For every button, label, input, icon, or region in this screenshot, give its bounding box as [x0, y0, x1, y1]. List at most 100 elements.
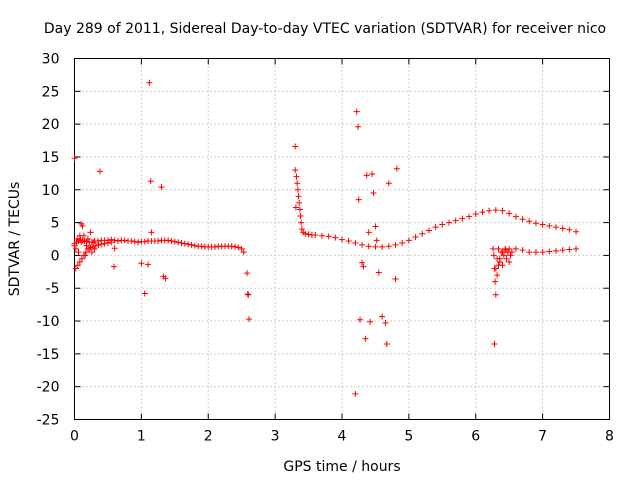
y-tick-label: -10: [37, 314, 60, 330]
data-point-marker: [546, 222, 553, 229]
data-point-marker: [339, 236, 345, 243]
data-point-marker: [98, 241, 105, 248]
data-point-marker: [373, 237, 380, 244]
data-point-marker: [78, 220, 85, 227]
data-point-marker: [363, 172, 370, 179]
data-point-marker: [566, 226, 573, 233]
data-point-marker: [375, 269, 382, 276]
data-point-marker: [175, 239, 182, 246]
data-point-marker: [507, 252, 514, 259]
data-point-marker: [312, 232, 319, 239]
data-point-marker: [503, 255, 510, 262]
data-point-marker: [355, 123, 362, 130]
data-point-marker: [305, 231, 312, 238]
data-point-marker: [121, 237, 128, 244]
data-point-marker: [432, 224, 439, 231]
data-point-marker: [80, 232, 87, 239]
data-point-marker: [83, 242, 90, 249]
data-point-marker: [490, 252, 497, 259]
data-point-marker: [495, 245, 502, 252]
x-tick-label: 6: [471, 429, 480, 445]
data-point-marker: [168, 237, 175, 244]
data-point-marker: [185, 241, 192, 248]
data-point-marker: [369, 171, 376, 178]
data-point-marker: [479, 209, 486, 216]
data-point-marker: [111, 245, 118, 252]
data-point-marker: [466, 213, 473, 220]
data-point-marker: [228, 243, 235, 250]
data-point-marker: [244, 291, 251, 298]
x-axis-label: GPS time / hours: [283, 459, 400, 475]
data-point-marker: [573, 228, 580, 235]
data-point-marker: [101, 240, 108, 247]
data-point-marker: [573, 245, 580, 252]
data-point-marker: [392, 276, 399, 283]
data-point-marker: [486, 207, 493, 214]
data-point-marker: [135, 239, 142, 246]
y-tick-label: 5: [51, 216, 60, 232]
data-point-marker: [360, 263, 367, 270]
data-point-marker: [553, 224, 559, 231]
data-point-marker: [302, 230, 309, 237]
data-point-marker: [365, 229, 372, 236]
data-point-marker: [96, 168, 103, 175]
data-point-marker: [526, 218, 533, 225]
y-axis-label: SDTVAR / TECUs: [7, 182, 23, 297]
data-point-marker: [296, 199, 303, 206]
data-point-marker: [355, 196, 362, 203]
y-tick-label: 30: [42, 52, 60, 68]
data-point-marker: [352, 239, 359, 246]
data-point-marker: [425, 227, 432, 234]
data-point-marker: [110, 263, 117, 270]
data-point-marker: [532, 249, 539, 256]
data-point-marker: [379, 243, 386, 250]
data-point-marker: [75, 249, 82, 256]
data-point-marker: [114, 237, 121, 244]
data-point-marker: [472, 211, 479, 218]
data-point-marker: [385, 180, 392, 187]
data-point-marker: [141, 290, 148, 297]
y-tick-label: 15: [42, 150, 60, 166]
x-tick-label: 8: [605, 429, 614, 445]
data-point-marker: [171, 238, 178, 245]
data-point-marker: [296, 206, 303, 213]
data-point-marker: [499, 262, 506, 269]
data-point-marker: [367, 318, 374, 325]
data-point-marker: [294, 186, 301, 193]
data-point-marker: [78, 255, 85, 262]
data-point-marker: [446, 219, 452, 226]
data-point-marker: [452, 217, 459, 224]
data-point-marker: [353, 108, 360, 115]
data-point-marker: [158, 184, 165, 191]
data-point-marker: [292, 143, 299, 150]
data-point-marker: [188, 241, 195, 248]
data-point-marker: [490, 245, 497, 252]
data-point-marker: [76, 258, 83, 265]
data-point-marker: [500, 252, 507, 259]
data-point-marker: [191, 242, 198, 249]
data-point-marker: [496, 258, 503, 265]
data-point-marker: [526, 249, 533, 256]
data-point-marker: [91, 245, 98, 252]
data-point-marker: [365, 243, 372, 250]
data-point-marker: [359, 259, 366, 266]
data-point-marker: [532, 220, 539, 227]
data-point-marker: [499, 207, 506, 214]
data-point-marker: [240, 249, 247, 256]
data-point-marker: [405, 237, 412, 244]
data-point-marker: [506, 210, 513, 217]
data-point-marker: [539, 249, 546, 256]
axis-ticks: [74, 58, 610, 420]
data-point-marker: [379, 313, 386, 320]
data-point-marker: [393, 165, 400, 172]
x-tick-label: 0: [70, 429, 79, 445]
data-point-marker: [138, 260, 145, 267]
chart-title: Day 289 of 2011, Sidereal Day-to-day VTE…: [44, 21, 606, 37]
x-tick-label: 4: [338, 429, 347, 445]
data-point-marker: [498, 249, 505, 256]
data-point-marker: [87, 229, 94, 236]
data-point-marker: [72, 265, 79, 272]
data-point-marker: [104, 239, 111, 246]
